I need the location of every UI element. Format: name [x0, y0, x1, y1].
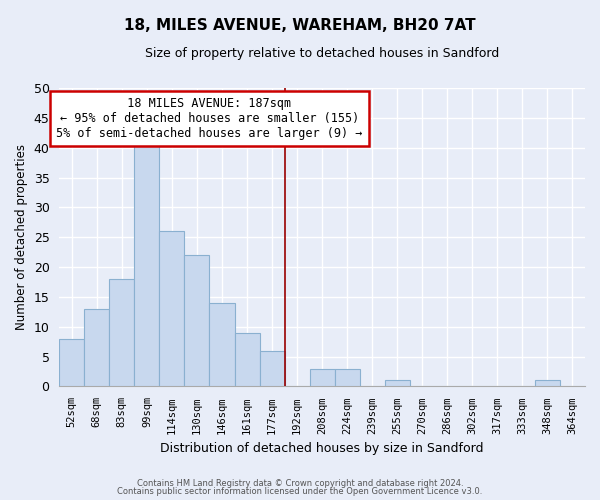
Bar [59, 338, 85, 386]
Text: Contains public sector information licensed under the Open Government Licence v3: Contains public sector information licen… [118, 487, 482, 496]
Bar [310, 368, 335, 386]
Text: 18 MILES AVENUE: 187sqm  
← 95% of detached houses are smaller (155)
5% of semi-: 18 MILES AVENUE: 187sqm ← 95% of detache… [56, 97, 362, 140]
Bar [134, 142, 160, 386]
Title: Size of property relative to detached houses in Sandford: Size of property relative to detached ho… [145, 48, 499, 60]
Bar [235, 332, 260, 386]
Bar [209, 303, 235, 386]
Text: Contains HM Land Registry data © Crown copyright and database right 2024.: Contains HM Land Registry data © Crown c… [137, 478, 463, 488]
Bar [109, 279, 134, 386]
Bar [385, 380, 410, 386]
Bar [160, 232, 184, 386]
X-axis label: Distribution of detached houses by size in Sandford: Distribution of detached houses by size … [160, 442, 484, 455]
Text: 18, MILES AVENUE, WAREHAM, BH20 7AT: 18, MILES AVENUE, WAREHAM, BH20 7AT [124, 18, 476, 32]
Bar [85, 309, 109, 386]
Bar [260, 350, 284, 386]
Y-axis label: Number of detached properties: Number of detached properties [15, 144, 28, 330]
Bar [184, 255, 209, 386]
Bar [335, 368, 359, 386]
Bar [535, 380, 560, 386]
